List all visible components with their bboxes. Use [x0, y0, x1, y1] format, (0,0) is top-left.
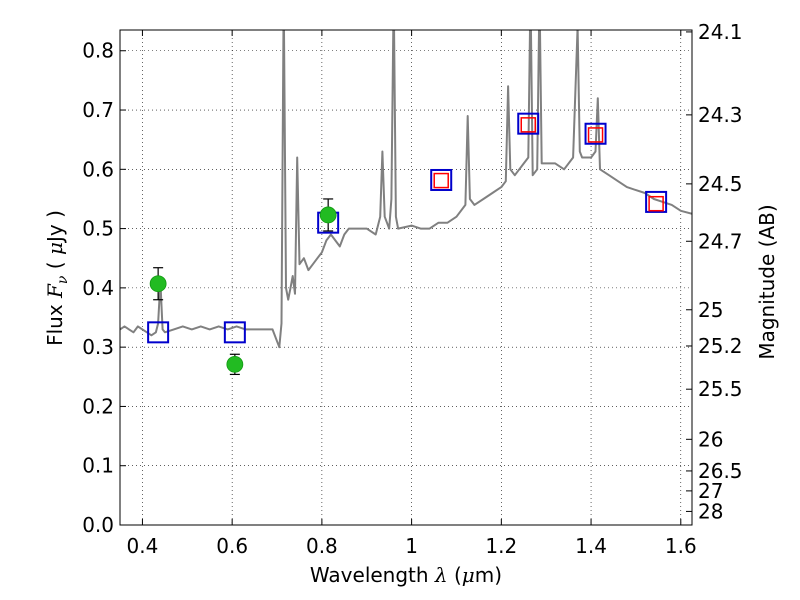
observed-point [149, 275, 167, 293]
y2-tick-label: 26 [698, 427, 723, 451]
y2-tick-label: 26.5 [698, 459, 743, 483]
x-tick-label: 0.8 [306, 534, 338, 558]
blue-square-marker [147, 321, 170, 344]
y-tick-label: 0.8 [82, 39, 114, 63]
y-tick-label: 0.4 [82, 276, 114, 300]
blue-square-marker [517, 112, 540, 135]
spectrum-line [120, 30, 692, 349]
y-axis-label: Flux Fν ( μJy ) [43, 210, 71, 346]
plot-background [120, 30, 692, 525]
red-square-marker [520, 117, 537, 133]
y2-tick-label: 25.2 [698, 334, 743, 358]
y-tick-label: 0.1 [82, 454, 114, 478]
red-square-marker [433, 172, 449, 189]
x-tick-label: 1.4 [575, 534, 607, 558]
y2-tick-label: 24.5 [698, 172, 743, 196]
y-tick-label: 0.6 [82, 157, 114, 181]
x-tick-label: 1 [405, 534, 418, 558]
y2-axis-label: Magnitude (AB) [755, 204, 779, 359]
y2-tick-label: 24.1 [698, 20, 743, 44]
y2-tick-label: 28 [698, 499, 723, 523]
axes: 0.4 0.6 0.8 1 1.2 1.4 1.6 0.0 0.1 0.2 0.3 0.4 0.5 0.6… [82, 20, 742, 558]
y2-tick-label: 24.7 [698, 229, 743, 253]
data-series [120, 30, 692, 376]
blue-square-marker [223, 321, 246, 344]
y2-tick-label: 25.5 [698, 377, 743, 401]
x-axis-label: Wavelength λ (μm) [310, 563, 502, 587]
red-square-marker [648, 195, 664, 212]
y-tick-label: 0.2 [82, 394, 114, 418]
x-tick-label: 1.6 [665, 534, 697, 558]
x-tick-label: 1.2 [485, 534, 517, 558]
y-tick-label: 0.3 [82, 335, 114, 359]
y-tick-label: 0.7 [82, 98, 114, 122]
blue-square-marker [645, 190, 668, 213]
plot-frame [119, 29, 693, 526]
observed-point [319, 206, 337, 224]
x-tick-label: 0.6 [216, 534, 248, 558]
y-tick-label: 0.0 [82, 513, 114, 537]
y2-tick-label: 27 [698, 479, 723, 503]
y2-tick-label: 25 [698, 298, 723, 322]
red-square-marker [587, 127, 604, 143]
blue-square-marker [584, 122, 607, 145]
y2-tick-label: 24.3 [698, 103, 743, 127]
x-tick-label: 0.4 [127, 534, 159, 558]
observed-point [226, 355, 244, 373]
y-tick-label: 0.5 [82, 217, 114, 241]
blue-square-marker [430, 168, 453, 191]
